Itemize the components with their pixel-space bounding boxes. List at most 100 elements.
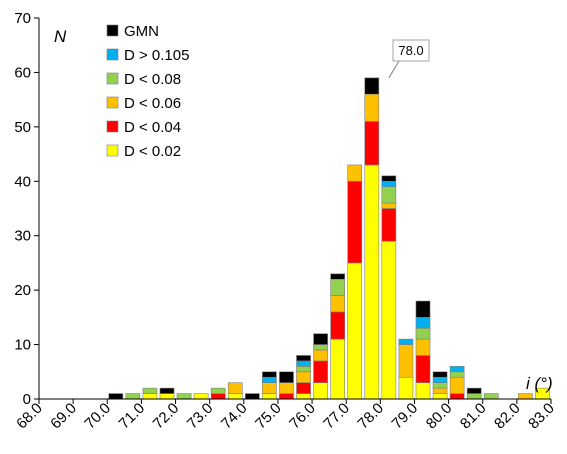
bar-segment — [466, 393, 482, 400]
bar-segment — [432, 387, 448, 394]
legend-entry: D > 0.105 — [124, 47, 189, 64]
bar-segment — [262, 371, 277, 378]
bar-segment — [415, 382, 431, 400]
x-tick-label: 72.0 — [150, 400, 183, 433]
bar-segment — [432, 382, 448, 389]
bar-segment — [432, 393, 448, 400]
x-axis-tick-labels: 68.0 69.0 70.0 71.0 72.0 73.0 74.0 75.0 76.0 77.0… — [13, 399, 558, 432]
callout-label: 78.0 — [398, 43, 423, 58]
bar-segment — [398, 338, 414, 345]
bar-segment — [347, 262, 363, 400]
bar-segment — [364, 164, 380, 400]
bar-segment — [159, 387, 175, 394]
x-axis-label: i (°) — [526, 374, 553, 393]
bar-segment — [398, 376, 414, 400]
bar-segment — [279, 371, 294, 383]
y-tick-label: 60 — [14, 64, 31, 81]
bar-segment — [279, 382, 294, 394]
x-tick-label: 78.0 — [354, 400, 387, 433]
bar-segment — [296, 371, 311, 383]
bar-segment — [381, 186, 397, 204]
legend-swatch — [106, 48, 119, 61]
bar-segment — [193, 393, 209, 400]
bar-segment — [313, 333, 328, 345]
bar-segment — [518, 393, 533, 400]
bar-segment — [415, 355, 431, 383]
bar-segment — [296, 366, 311, 373]
x-tick-label: 83.0 — [525, 400, 558, 433]
bar-segment — [296, 355, 311, 362]
bar-segment — [227, 382, 243, 394]
bar-segment — [330, 278, 345, 296]
legend-swatch — [106, 24, 119, 37]
bar-segment — [415, 338, 431, 356]
legend-entry: D < 0.02 — [124, 143, 181, 160]
legend-entry: D < 0.06 — [124, 95, 181, 112]
x-tick-label: 68.0 — [13, 400, 46, 433]
legend: GMN D > 0.105 D < 0.08 D < 0.06 D < 0.04 D < … — [106, 23, 189, 160]
bar-segment — [330, 338, 345, 400]
bar-segment — [296, 382, 311, 394]
y-axis-tick-labels: 0 10 20 30 40 50 60 70 — [14, 10, 39, 408]
x-tick-label: 77.0 — [320, 400, 353, 433]
bar-segment — [330, 295, 345, 313]
x-tick-label: 75.0 — [252, 400, 285, 433]
legend-entry: D < 0.08 — [124, 71, 181, 88]
bar-segment — [142, 387, 158, 394]
bar-segment — [313, 349, 328, 362]
bar-segment — [432, 376, 448, 383]
peak-callout: 78.0 — [388, 39, 430, 79]
y-tick-label: 20 — [14, 282, 31, 299]
bar-segment — [449, 366, 465, 373]
bar-segment — [415, 317, 431, 329]
bar-segment — [210, 387, 226, 394]
bar-segment — [364, 77, 380, 95]
bar-segment — [108, 393, 124, 400]
bar-segment — [279, 393, 294, 400]
legend-entry: GMN — [124, 23, 159, 40]
bar-segment — [415, 300, 431, 318]
bar-segment — [347, 180, 363, 264]
y-tick-label: 0 — [23, 391, 31, 408]
x-tick-label: 70.0 — [81, 400, 114, 433]
bar-segment — [347, 164, 363, 182]
bar-segment — [381, 202, 397, 209]
x-tick-label: 81.0 — [457, 400, 490, 433]
bar-segment — [313, 344, 328, 351]
y-tick-label: 30 — [14, 228, 31, 245]
y-tick-label: 40 — [14, 173, 31, 190]
x-tick-label: 80.0 — [423, 400, 456, 433]
bar-segment — [245, 393, 260, 400]
legend-swatch — [106, 144, 119, 157]
legend-swatch — [106, 120, 119, 133]
bar-segment — [313, 360, 328, 383]
bar-segment — [398, 344, 414, 378]
legend-swatch — [106, 72, 119, 85]
axes — [38, 18, 551, 400]
callout-box — [392, 39, 430, 62]
bar-segment — [381, 175, 397, 182]
y-tick-label: 10 — [14, 337, 31, 354]
bar-segment — [125, 393, 141, 400]
bar-segment — [364, 93, 380, 122]
x-tick-label: 69.0 — [47, 400, 80, 433]
legend-entry: D < 0.04 — [124, 119, 181, 136]
bar-segment — [432, 371, 448, 378]
x-tick-label: 76.0 — [286, 400, 319, 433]
bar-segment — [415, 327, 431, 340]
x-tick-label: 71.0 — [116, 400, 149, 433]
bar-segment — [330, 311, 345, 340]
bar-segment — [364, 121, 380, 166]
bar-segment — [142, 393, 158, 400]
bar-segment — [159, 393, 175, 400]
bar-segment — [176, 393, 192, 400]
y-axis-label: N — [54, 27, 67, 46]
x-tick-label: 79.0 — [389, 400, 422, 433]
bar-segment — [381, 208, 397, 242]
bar-segment — [449, 393, 465, 400]
bar-segment — [262, 393, 277, 400]
bar-segment — [449, 376, 465, 394]
bar-segment — [449, 371, 465, 378]
bar-segment — [381, 180, 397, 188]
